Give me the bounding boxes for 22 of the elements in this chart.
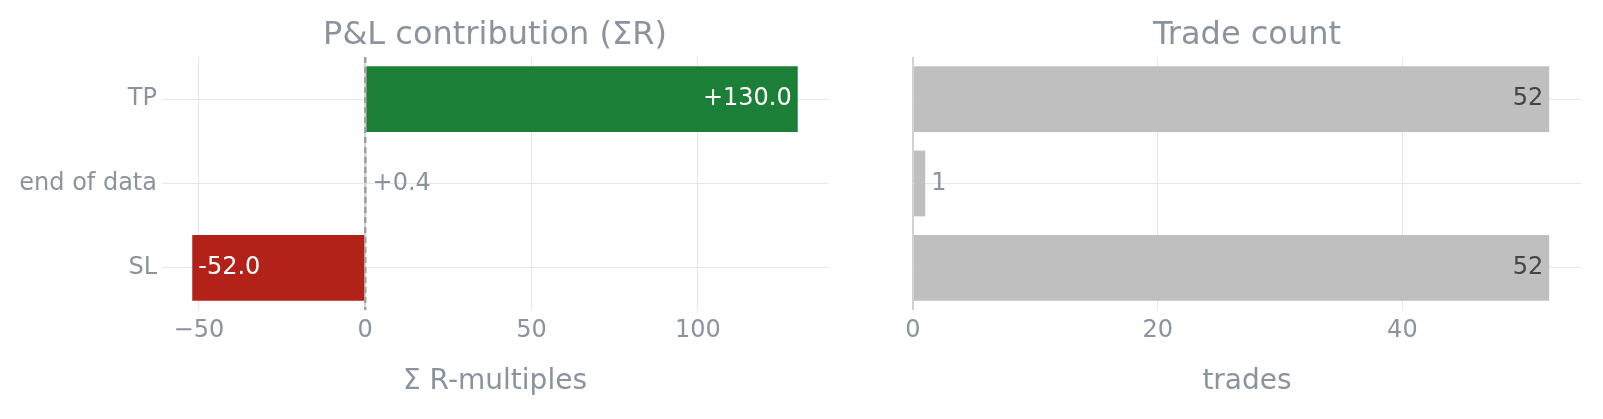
- y-tick-label: TP: [126, 83, 157, 112]
- chart-title: Trade count: [1151, 14, 1342, 53]
- x-tick-label: 40: [1387, 314, 1418, 343]
- x-axis-title: Σ R-multiples: [403, 363, 587, 397]
- x-tick-label: 0: [357, 314, 373, 343]
- x-axis-title: trades: [1202, 363, 1292, 397]
- bar: [366, 66, 798, 133]
- data-label: +0.4: [372, 167, 431, 196]
- x-tick-label: 20: [1142, 314, 1173, 343]
- data-label: 52: [1512, 252, 1544, 281]
- y-tick-label: end of data: [19, 167, 157, 196]
- x-tick-label: 0: [905, 314, 921, 343]
- data-label: +130.0: [702, 83, 792, 112]
- x-tick-label: −50: [173, 314, 225, 343]
- x-tick-label: 50: [516, 314, 547, 343]
- bar: [192, 234, 365, 301]
- y-tick-label: SL: [128, 252, 158, 281]
- chart-title: P&L contribution (ΣR): [323, 14, 667, 53]
- x-tick-label: 100: [675, 314, 721, 343]
- data-label: -52.0: [198, 252, 261, 281]
- data-label: 1: [931, 167, 947, 196]
- data-label: 52: [1512, 83, 1544, 112]
